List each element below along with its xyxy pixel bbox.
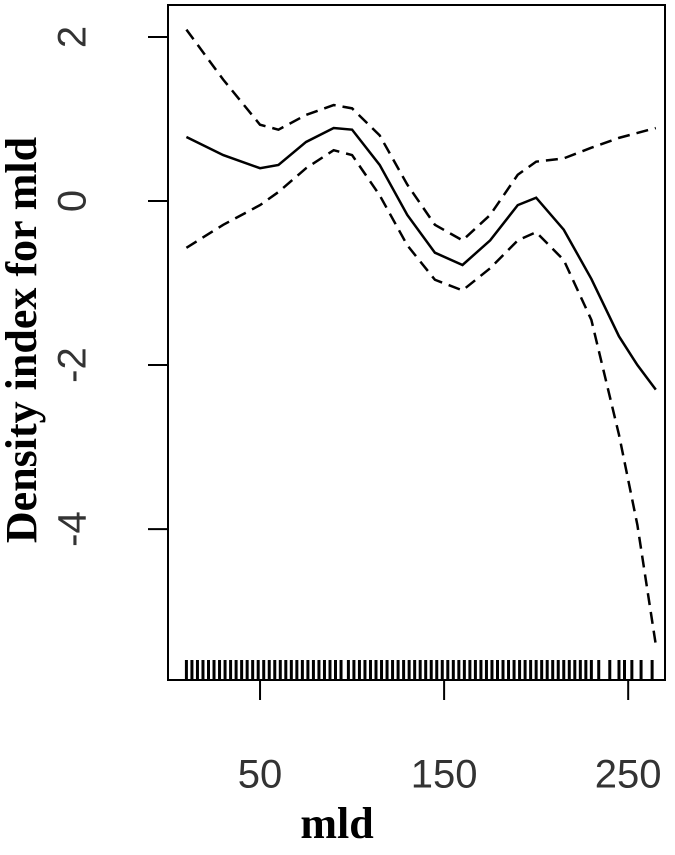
y-tick-label: -2 bbox=[51, 347, 95, 383]
y-tick-label: 2 bbox=[51, 26, 95, 48]
y-tick-label: 0 bbox=[51, 190, 95, 212]
x-tick-label: 250 bbox=[595, 753, 662, 797]
plot-frame bbox=[167, 4, 666, 681]
x-tick-label: 50 bbox=[238, 753, 283, 797]
confidence-band bbox=[185, 28, 657, 242]
y-tick-label: -4 bbox=[51, 511, 95, 547]
x-axis-label: mld bbox=[300, 799, 373, 848]
confidence-band bbox=[185, 148, 658, 645]
smooth-fit bbox=[185, 126, 657, 391]
x-tick-label: 150 bbox=[411, 753, 478, 797]
y-axis-label: Density index for mld bbox=[0, 137, 46, 543]
